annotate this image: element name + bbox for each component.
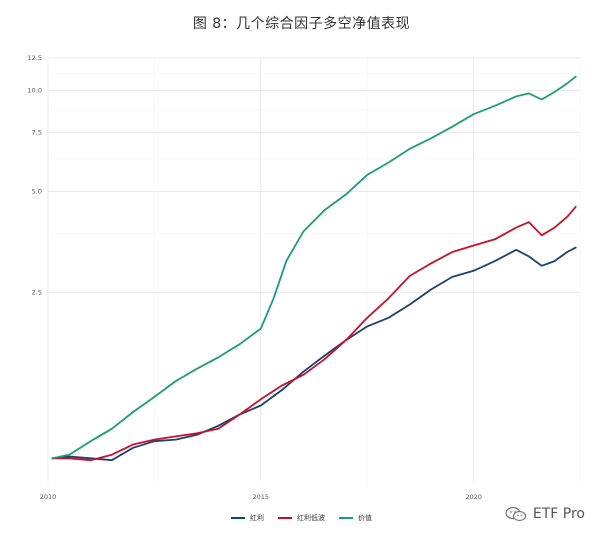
legend-swatch-hongli-dibo [278, 517, 292, 519]
legend-label-jiazhi: 价值 [358, 514, 372, 522]
y-tick-label: 7.5 [32, 129, 42, 137]
legend-swatch-jiazhi [339, 517, 353, 519]
series-line-1 [51, 205, 577, 462]
legend: 红利 红利低波 价值 [0, 513, 603, 523]
y-axis-ticks: 2.5 5.0 7.5 10.0 12.5 [28, 54, 42, 296]
y-tick-label: 2.5 [32, 289, 42, 297]
legend-label-hongli: 红利 [250, 514, 264, 522]
legend-item-hongli: 红利 [231, 513, 264, 523]
chart-title: 图 8：几个综合因子多空净值表现 [192, 16, 411, 32]
legend-item-jiazhi: 价值 [339, 513, 372, 523]
y-tick-label: 5.0 [32, 188, 42, 196]
legend-label-hongli-dibo: 红利低波 [297, 514, 325, 522]
watermark-text: ETF Pro [532, 506, 585, 522]
wechat-icon [505, 506, 526, 522]
x-tick-label: 2015 [253, 493, 270, 501]
y-tick-label: 12.5 [28, 54, 42, 62]
series-lines [51, 75, 577, 462]
x-axis-ticks: 2010 2015 2020 [40, 493, 482, 501]
legend-item-hongli-dibo: 红利低波 [278, 513, 325, 523]
x-tick-label: 2020 [465, 493, 482, 501]
y-tick-label: 10.0 [28, 87, 42, 95]
series-line-2 [51, 75, 577, 460]
watermark: ETF Pro [505, 506, 585, 522]
grid-lines [47, 57, 581, 482]
series-line-0 [51, 246, 577, 462]
legend-swatch-hongli [231, 517, 245, 519]
x-tick-label: 2010 [40, 493, 57, 501]
